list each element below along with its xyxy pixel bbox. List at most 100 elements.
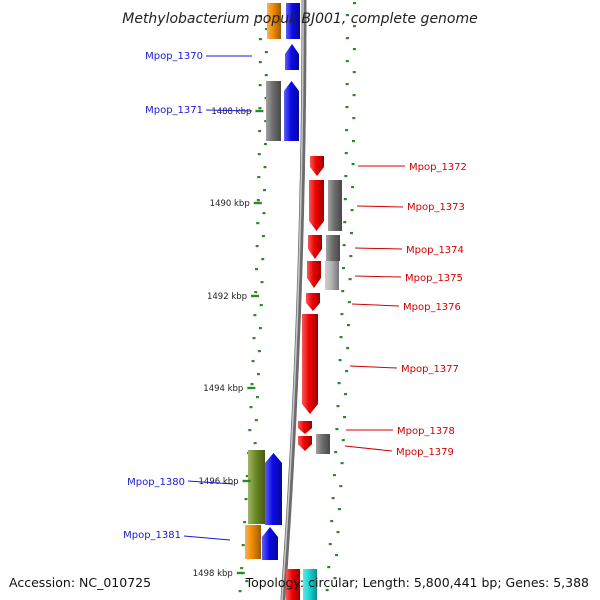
scale-label: 1492 kbp	[207, 292, 247, 302]
gene-arrow-mpop-1380	[265, 453, 282, 525]
gene-arrow-mpop-1374	[308, 235, 322, 259]
gene-box-grey	[328, 180, 342, 231]
dot-mark	[344, 393, 348, 396]
dot-mark	[251, 360, 255, 363]
gene-box-grey	[266, 81, 281, 141]
dot-mark	[256, 373, 260, 376]
leader-line-mpop-1371	[205, 109, 253, 112]
scale-ticks: 1488 kbp 1490 kbp 1492 kbp 1494 kbp 1496 kbp…	[193, 107, 264, 579]
leader-line-mpop-1380	[187, 480, 234, 485]
dot-mark	[252, 337, 256, 340]
dot-mark	[261, 258, 265, 261]
gene-arrow-mpop-1378	[298, 421, 312, 434]
page-title: Methylobacterium populi BJ001, complete …	[122, 11, 478, 27]
dot-mark	[332, 474, 336, 477]
dot-mark	[256, 222, 260, 225]
dot-mark	[339, 336, 343, 339]
leader-line-mpop-1379	[344, 445, 393, 452]
dot-mark	[351, 186, 355, 189]
dot-mark	[352, 2, 356, 5]
dot-mark	[334, 451, 338, 454]
dot-mark	[341, 267, 345, 270]
dot-mark	[336, 405, 340, 408]
dot-mark	[257, 350, 261, 353]
gene-label-mpop-1373: Mpop_1373	[407, 202, 465, 213]
dot-mark	[258, 130, 262, 133]
dot-mark	[347, 301, 351, 304]
scale-tick	[255, 109, 264, 113]
backbone-line	[280, 0, 307, 600]
gene-arrow-mpop-1378b	[298, 436, 312, 451]
leader-line-mpop-1381	[183, 535, 231, 541]
gene-labels: Mpop_1370 Mpop_1371 Mpop_1372 Mpop_1373 Mpop…	[123, 51, 467, 541]
dot-mark	[338, 359, 342, 362]
dot-mark	[264, 28, 268, 31]
dot-mark	[351, 163, 355, 166]
dot-mark	[248, 429, 252, 432]
dot-mark	[340, 462, 344, 465]
gene-box-olive	[248, 450, 265, 524]
scale-tick	[242, 479, 251, 483]
dot-mark	[349, 232, 353, 235]
gene-arrow-mpop-1381	[262, 527, 278, 560]
dot-mark	[264, 120, 268, 123]
gene-arrow-mpop-1370	[285, 44, 299, 70]
dot-mark	[250, 383, 254, 386]
leader-line-mpop-1373	[356, 205, 404, 208]
gene-box-light-grey	[325, 261, 339, 290]
gene-box-blue	[286, 3, 300, 39]
dot-mark	[352, 117, 356, 120]
dot-mark	[253, 314, 257, 317]
scale-label: 1494 kbp	[203, 384, 243, 394]
feature-boxes	[245, 3, 342, 600]
dot-mark	[258, 15, 262, 18]
backbone-highlight	[281, 0, 304, 600]
dot-mark	[331, 497, 335, 500]
dot-mark	[345, 106, 349, 109]
leader-line-mpop-1375	[354, 275, 402, 278]
dot-mark	[349, 255, 353, 258]
gene-box-mpop-1379	[316, 434, 330, 454]
gene-label-mpop-1374: Mpop_1374	[406, 245, 464, 256]
dot-mark	[339, 485, 343, 488]
dot-mark	[352, 48, 356, 51]
scale-label: 1496 kbp	[199, 477, 239, 487]
leader-line-mpop-1376	[351, 303, 400, 307]
dot-mark	[254, 419, 258, 422]
scale-tick	[253, 201, 262, 205]
dot-mark	[255, 245, 259, 248]
gene-box-orange	[267, 3, 281, 39]
gene-label-mpop-1381: Mpop_1381	[123, 530, 181, 541]
dot-mark	[261, 235, 265, 238]
dot-mark	[351, 140, 355, 143]
dot-mark	[258, 327, 262, 330]
dot-mark	[340, 313, 344, 316]
dot-mark	[255, 396, 259, 399]
dot-mark	[342, 416, 346, 419]
gene-box-red	[286, 569, 300, 600]
dot-mark	[325, 589, 329, 592]
gene-label-mpop-1377: Mpop_1377	[401, 364, 459, 375]
dot-mark	[253, 442, 257, 445]
dot-mark	[245, 580, 249, 583]
dot-mark	[345, 14, 349, 17]
dot-mark	[327, 566, 331, 569]
gene-label-mpop-1379: Mpop_1379	[396, 447, 454, 458]
gene-label-mpop-1380: Mpop_1380	[127, 477, 185, 488]
gene-box-orange	[245, 525, 261, 559]
dot-mark	[258, 61, 262, 64]
dot-mark	[243, 521, 247, 524]
dot-mark	[345, 37, 349, 40]
dot-mark	[345, 60, 349, 63]
gene-arrow-mpop-1376	[306, 293, 320, 311]
gene-arrow-mpop-1371	[284, 81, 299, 141]
dot-mark	[264, 74, 268, 77]
dot-mark	[352, 25, 356, 28]
dot-mark	[238, 590, 242, 593]
dot-mark	[336, 531, 340, 534]
dot-mark	[256, 199, 260, 202]
dot-mark	[352, 94, 356, 97]
gene-label-mpop-1376: Mpop_1376	[403, 302, 461, 313]
dot-mark	[257, 176, 261, 179]
